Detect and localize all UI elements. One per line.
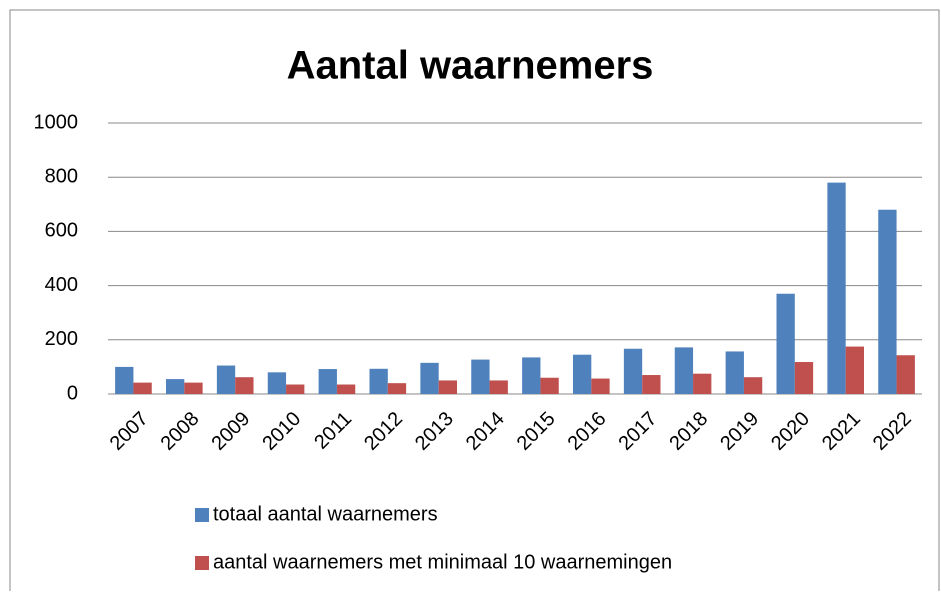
bar (165, 379, 185, 394)
bar (369, 368, 388, 394)
bar (420, 362, 439, 394)
bar (827, 182, 846, 394)
bar (133, 382, 152, 394)
bar (216, 365, 236, 394)
bar (743, 377, 763, 394)
bar (267, 372, 287, 394)
bar (725, 351, 744, 394)
bar (387, 383, 407, 394)
bar (336, 384, 356, 394)
bar (878, 209, 897, 394)
bar (845, 346, 865, 394)
bar (693, 373, 712, 394)
y-tick-label: 200 (45, 328, 78, 350)
legend-swatch (195, 556, 209, 570)
bar (286, 384, 305, 394)
chart-title: Aantal waarnemers (287, 44, 654, 88)
bar (591, 378, 610, 394)
legend-swatch (195, 508, 209, 522)
bar (115, 366, 134, 394)
y-tick-label: 0 (67, 382, 78, 404)
bar (674, 347, 694, 394)
bar (184, 382, 203, 394)
bar (318, 369, 337, 394)
bar (896, 355, 915, 394)
y-tick-label: 800 (45, 165, 78, 187)
bar (776, 293, 795, 394)
bar (438, 380, 458, 394)
legend-label: aantal waarnemers met minimaal 10 waarne… (213, 551, 672, 573)
y-tick-label: 1000 (34, 111, 79, 133)
y-tick-label: 400 (45, 274, 78, 296)
chart-frame (9, 9, 940, 596)
y-tick-label: 600 (45, 220, 78, 242)
bar (540, 377, 559, 394)
bar (235, 377, 254, 394)
bar (794, 362, 814, 394)
bar (623, 348, 643, 394)
bar (522, 357, 541, 394)
bar (489, 380, 508, 394)
bar (471, 359, 490, 394)
bar (642, 375, 661, 394)
bar (572, 354, 592, 394)
legend-label: totaal aantal waarnemers (213, 503, 438, 525)
